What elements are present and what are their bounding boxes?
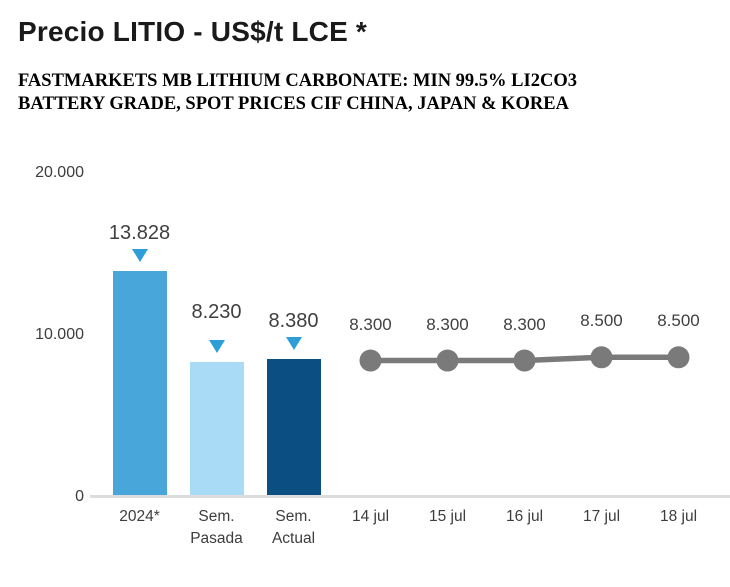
line-point <box>667 346 690 369</box>
line-point <box>513 349 536 372</box>
y-tick-label: 10.000 <box>35 326 84 343</box>
bar <box>189 361 244 495</box>
line-point <box>359 349 382 372</box>
line-point <box>436 349 459 372</box>
x-axis-line <box>90 495 730 498</box>
line-value-label: 8.500 <box>657 311 700 331</box>
y-tick-label: 20.000 <box>35 164 84 181</box>
chart-subtitle: FASTMARKETS MB LITHIUM CARBONATE: MIN 99… <box>18 70 577 115</box>
bar-value-label: 8.380 <box>268 310 319 333</box>
down-triangle-marker-icon <box>131 248 148 262</box>
line-value-label: 8.300 <box>349 314 392 334</box>
line-value-label: 8.300 <box>503 314 546 334</box>
x-category-label: 14 jul <box>351 508 390 525</box>
chart-subtitle-line2: BATTERY GRADE, SPOT PRICES CIF CHINA, JA… <box>18 93 569 114</box>
chart-title: Precio LITIO - US$/t LCE * <box>18 16 368 47</box>
chart-subtitle-line1: FASTMARKETS MB LITHIUM CARBONATE: MIN 99… <box>18 71 577 91</box>
down-triangle-marker-icon <box>285 337 302 351</box>
bar-value-label: 8.230 <box>191 300 242 323</box>
x-category-label: 18 jul <box>659 508 698 525</box>
bar <box>112 270 167 495</box>
bar-value-label: 13.828 <box>108 221 171 244</box>
x-category-label: 17 jul <box>582 508 621 525</box>
x-category-label: Sem. Pasada <box>190 508 243 547</box>
line-point <box>590 346 613 369</box>
y-tick-label: 0 <box>75 488 84 505</box>
x-category-label: Sem. Actual <box>271 508 316 547</box>
line-value-label: 8.500 <box>580 311 623 331</box>
x-category-label: 16 jul <box>505 508 544 525</box>
x-category-label: 2024* <box>119 508 160 525</box>
x-category-label: 15 jul <box>428 508 467 525</box>
down-triangle-marker-icon <box>208 339 225 353</box>
bar <box>266 359 321 495</box>
line-value-label: 8.300 <box>426 314 469 334</box>
